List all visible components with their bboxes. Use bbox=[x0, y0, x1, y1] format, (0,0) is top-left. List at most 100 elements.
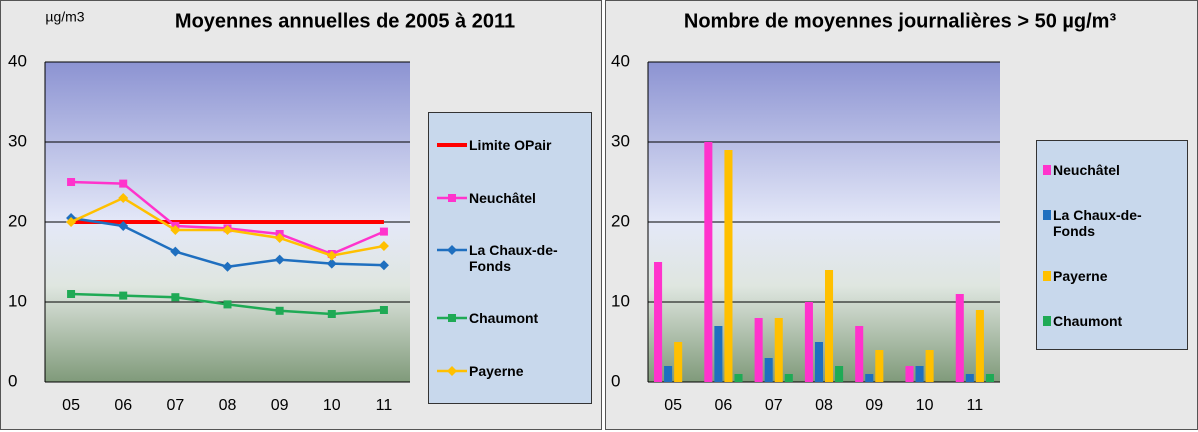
x-tick-label: 10 bbox=[323, 397, 341, 414]
y-tick-label: 30 bbox=[611, 131, 630, 150]
y-tick-label: 40 bbox=[8, 51, 27, 70]
chart-title: Nombre de moyennes journalières > 50 µg/… bbox=[684, 10, 1117, 32]
legend-item: La Chaux-de-Fonds bbox=[1043, 207, 1181, 239]
bar bbox=[714, 326, 723, 382]
marker bbox=[119, 291, 128, 300]
bar bbox=[774, 318, 783, 382]
legend-label: Limite OPair bbox=[469, 137, 552, 154]
marker bbox=[119, 179, 128, 188]
legend-item: Payerne bbox=[435, 363, 585, 379]
bar bbox=[674, 342, 683, 382]
marker bbox=[448, 314, 456, 323]
marker bbox=[379, 227, 388, 236]
x-tick-label: 11 bbox=[967, 397, 984, 414]
marker bbox=[379, 306, 388, 314]
legend-label: La Chaux-de-Fonds bbox=[1053, 206, 1142, 239]
marker bbox=[222, 261, 233, 272]
marker bbox=[118, 193, 129, 203]
marker bbox=[67, 290, 76, 298]
legend-swatch bbox=[437, 193, 467, 202]
marker bbox=[67, 178, 76, 186]
legend-swatch bbox=[437, 365, 467, 376]
y-tick-label: 30 bbox=[8, 131, 27, 150]
bar bbox=[875, 350, 884, 382]
bar bbox=[915, 366, 924, 382]
legend-item: Neuchâtel bbox=[435, 190, 585, 206]
legend-swatch-box bbox=[1043, 209, 1051, 220]
legend: Limite OPair Neuchâtel La Chaux-de-Fonds Ch… bbox=[428, 112, 592, 404]
x-tick-label: 05 bbox=[664, 397, 682, 414]
legend-item: La Chaux-de-Fonds bbox=[435, 242, 585, 274]
legend-swatch-box bbox=[1043, 164, 1051, 175]
bar bbox=[975, 310, 984, 382]
bar bbox=[654, 262, 663, 382]
marker bbox=[447, 365, 457, 376]
x-tick-label: 07 bbox=[765, 397, 783, 414]
y-tick-label: 40 bbox=[611, 51, 630, 70]
y-tick-label: 10 bbox=[611, 291, 630, 310]
marker bbox=[378, 241, 389, 251]
y-tick-label: 0 bbox=[8, 371, 17, 390]
marker bbox=[448, 193, 456, 202]
bar bbox=[825, 270, 834, 382]
legend-swatch bbox=[1043, 164, 1051, 175]
chart-title: Moyennes annuelles de 2005 à 2011 bbox=[175, 10, 515, 32]
marker bbox=[326, 258, 337, 269]
bar bbox=[855, 326, 864, 382]
bar bbox=[784, 374, 793, 382]
legend-swatch bbox=[437, 314, 467, 323]
legend-label: Payerne bbox=[469, 362, 524, 379]
y-tick-label: 0 bbox=[611, 371, 620, 390]
bar bbox=[955, 294, 964, 382]
x-tick-label: 11 bbox=[376, 397, 393, 414]
bar bbox=[804, 302, 813, 382]
legend-item: Payerne bbox=[1043, 268, 1181, 284]
legend-item: Neuchâtel bbox=[1043, 162, 1181, 178]
y-tick-label: 20 bbox=[8, 211, 27, 230]
marker bbox=[118, 221, 129, 231]
legend: Neuchâtel La Chaux-de-Fonds Payerne Chaumon… bbox=[1036, 140, 1188, 350]
legend-label: Chaumont bbox=[469, 310, 539, 327]
marker bbox=[274, 254, 285, 265]
x-tick-label: 09 bbox=[865, 397, 883, 414]
x-tick-label: 05 bbox=[62, 397, 80, 414]
marker bbox=[171, 293, 180, 302]
marker bbox=[275, 306, 284, 315]
legend-swatch bbox=[1043, 209, 1051, 220]
marker bbox=[326, 250, 337, 261]
x-tick-label: 09 bbox=[271, 397, 289, 414]
x-tick-label: 07 bbox=[166, 397, 184, 414]
bar bbox=[764, 358, 773, 382]
bar bbox=[985, 374, 994, 382]
x-tick-label: 06 bbox=[114, 397, 132, 414]
marker bbox=[274, 233, 285, 243]
bar bbox=[704, 142, 713, 382]
legend-item: Limite OPair bbox=[435, 137, 585, 153]
bar bbox=[664, 366, 673, 382]
x-tick-label: 10 bbox=[916, 397, 934, 414]
legend-swatch-box bbox=[1043, 315, 1051, 326]
legend-label: Chaumont bbox=[1053, 312, 1123, 329]
legend-label: Neuchâtel bbox=[1053, 161, 1120, 178]
bar bbox=[814, 342, 823, 382]
x-tick-label: 08 bbox=[815, 397, 833, 414]
legend-item: Chaumont bbox=[435, 310, 585, 326]
bar bbox=[754, 318, 763, 382]
x-tick-label: 06 bbox=[715, 397, 733, 414]
bar bbox=[905, 366, 914, 382]
y-tick-label: 20 bbox=[611, 211, 630, 230]
legend-swatch bbox=[1043, 270, 1051, 281]
legend-swatch bbox=[1043, 315, 1051, 326]
marker bbox=[170, 225, 181, 235]
bar bbox=[835, 366, 844, 382]
legend-label: Neuchâtel bbox=[469, 189, 536, 206]
bar bbox=[965, 374, 974, 382]
legend-label: Payerne bbox=[1053, 267, 1108, 284]
legend-swatch bbox=[437, 244, 467, 255]
bar bbox=[925, 350, 934, 382]
marker bbox=[327, 310, 336, 318]
marker bbox=[66, 217, 77, 227]
x-tick-label: 08 bbox=[219, 397, 237, 414]
